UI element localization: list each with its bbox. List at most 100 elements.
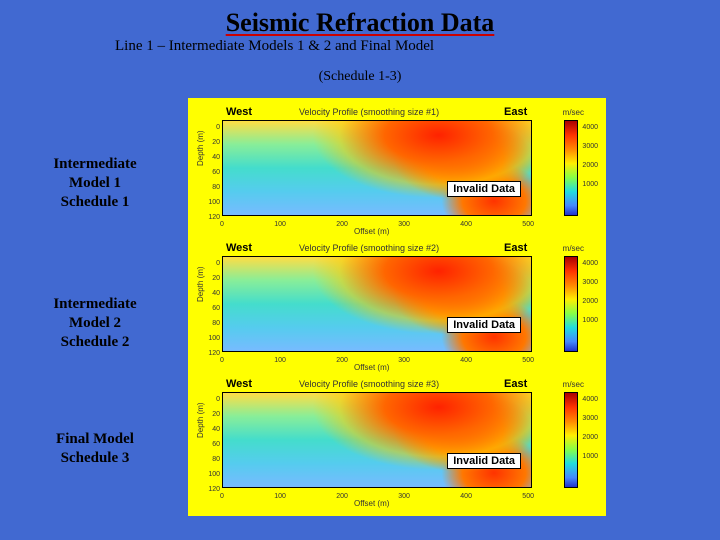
dashed-boundary — [222, 256, 532, 352]
y-ticks: 0 20 40 60 80 100 120 — [206, 256, 220, 361]
chart-panel-1: West Velocity Profile (smoothing size #1… — [194, 106, 600, 236]
dashed-boundary — [222, 392, 532, 488]
xtick: 100 — [274, 493, 286, 500]
colorbar-ticks: 4000 3000 2000 1000 — [582, 390, 598, 466]
cb-tick: 4000 — [582, 118, 598, 137]
cb-tick: 2000 — [582, 428, 598, 447]
cb-tick: 1000 — [582, 311, 598, 330]
side-label-1: Intermediate Model 1 Schedule 1 — [30, 155, 160, 211]
cb-tick: 3000 — [582, 137, 598, 156]
cb-tick: 4000 — [582, 390, 598, 409]
ytick: 60 — [206, 437, 220, 452]
ytick: 120 — [206, 210, 220, 225]
heatmap — [223, 393, 531, 487]
y-ticks: 0 20 40 60 80 100 120 — [206, 120, 220, 225]
west-label: West — [226, 106, 252, 118]
colorbar-ticks: 4000 3000 2000 1000 — [582, 254, 598, 330]
xtick: 300 — [398, 221, 410, 228]
cb-tick: 1000 — [582, 175, 598, 194]
side-label-line: Intermediate — [30, 155, 160, 174]
ytick: 80 — [206, 180, 220, 195]
xtick: 500 — [522, 357, 534, 364]
y-axis-label: Depth (m) — [196, 130, 205, 166]
heatmap — [223, 257, 531, 351]
heatmap-body: Invalid Data — [222, 256, 532, 352]
colorbar-unit: m/sec — [563, 108, 584, 117]
heatmap-body: Invalid Data — [222, 120, 532, 216]
side-label-3: Final Model Schedule 3 — [30, 430, 160, 468]
chart-title: Velocity Profile (smoothing size #3) — [299, 379, 439, 389]
xtick: 400 — [460, 221, 472, 228]
schedule-note: (Schedule 1-3) — [0, 69, 720, 85]
xtick: 0 — [220, 493, 224, 500]
ytick: 80 — [206, 452, 220, 467]
cb-tick: 4000 — [582, 254, 598, 273]
west-label: West — [226, 378, 252, 390]
ytick: 20 — [206, 135, 220, 150]
side-label-line: Model 2 — [30, 314, 160, 333]
colorbar-unit: m/sec — [563, 244, 584, 253]
ytick: 0 — [206, 120, 220, 135]
side-label-line: Model 1 — [30, 174, 160, 193]
page-subtitle: Line 1 – Intermediate Models 1 & 2 and F… — [0, 38, 720, 55]
heatmap-body: Invalid Data — [222, 392, 532, 488]
y-ticks: 0 20 40 60 80 100 120 — [206, 392, 220, 497]
cb-tick: 3000 — [582, 409, 598, 428]
xtick: 300 — [398, 357, 410, 364]
ytick: 0 — [206, 392, 220, 407]
page-title: Seismic Refraction Data — [0, 0, 720, 38]
y-axis-label: Depth (m) — [196, 402, 205, 438]
xtick: 500 — [522, 493, 534, 500]
colorbar — [564, 392, 578, 488]
heatmap — [223, 121, 531, 215]
xtick: 400 — [460, 357, 472, 364]
east-label: East — [504, 106, 527, 118]
x-axis-label: Offset (m) — [354, 227, 389, 236]
xtick: 500 — [522, 221, 534, 228]
cb-tick: 3000 — [582, 273, 598, 292]
ytick: 60 — [206, 165, 220, 180]
invalid-data-label: Invalid Data — [447, 453, 521, 469]
ytick: 40 — [206, 150, 220, 165]
colorbar-unit: m/sec — [563, 380, 584, 389]
west-label: West — [226, 242, 252, 254]
ytick: 80 — [206, 316, 220, 331]
cb-tick: 2000 — [582, 156, 598, 175]
figure-container: West Velocity Profile (smoothing size #1… — [188, 98, 606, 516]
xtick: 200 — [336, 493, 348, 500]
xtick: 100 — [274, 357, 286, 364]
side-label-line: Schedule 1 — [30, 193, 160, 212]
cb-tick: 2000 — [582, 292, 598, 311]
side-label-line: Schedule 2 — [30, 333, 160, 352]
chart-title: Velocity Profile (smoothing size #1) — [299, 107, 439, 117]
xtick: 300 — [398, 493, 410, 500]
east-label: East — [504, 242, 527, 254]
ytick: 100 — [206, 331, 220, 346]
ytick: 60 — [206, 301, 220, 316]
colorbar-ticks: 4000 3000 2000 1000 — [582, 118, 598, 194]
xtick: 400 — [460, 493, 472, 500]
side-label-line: Final Model — [30, 430, 160, 449]
dashed-boundary — [222, 120, 532, 216]
xtick: 0 — [220, 221, 224, 228]
colorbar — [564, 120, 578, 216]
ytick: 20 — [206, 271, 220, 286]
x-axis-label: Offset (m) — [354, 363, 389, 372]
invalid-data-label: Invalid Data — [447, 317, 521, 333]
x-axis-label: Offset (m) — [354, 499, 389, 508]
side-label-line: Intermediate — [30, 295, 160, 314]
east-label: East — [504, 378, 527, 390]
ytick: 100 — [206, 195, 220, 210]
xtick: 100 — [274, 221, 286, 228]
ytick: 120 — [206, 482, 220, 497]
xtick: 0 — [220, 357, 224, 364]
side-label-2: Intermediate Model 2 Schedule 2 — [30, 295, 160, 351]
y-axis-label: Depth (m) — [196, 266, 205, 302]
chart-panel-2: West Velocity Profile (smoothing size #2… — [194, 242, 600, 372]
ytick: 0 — [206, 256, 220, 271]
ytick: 20 — [206, 407, 220, 422]
side-label-line: Schedule 3 — [30, 449, 160, 468]
ytick: 120 — [206, 346, 220, 361]
colorbar — [564, 256, 578, 352]
xtick: 200 — [336, 357, 348, 364]
